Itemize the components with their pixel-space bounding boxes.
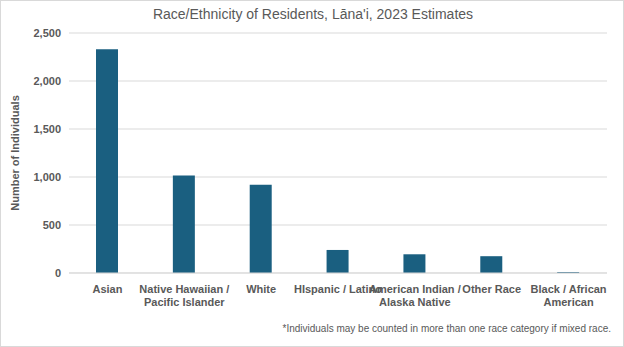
svg-text:0: 0 [55, 267, 61, 279]
svg-text:Asian: Asian [92, 283, 122, 295]
svg-text:500: 500 [43, 219, 61, 231]
svg-text:Native Hawaiian /Pacific Islan: Native Hawaiian /Pacific Islander [139, 283, 229, 308]
svg-text:American Indian /Alaska Native: American Indian /Alaska Native [369, 283, 461, 308]
svg-text:HIspanic / Latino: HIspanic / Latino [294, 283, 382, 295]
svg-text:2,500: 2,500 [33, 27, 61, 39]
html-text:Race/Ethnicity of Residents, L: Race/Ethnicity of Residents, Lāna'i, 202… [152, 6, 474, 22]
svg-text:1,500: 1,500 [33, 123, 61, 135]
svg-text:2,000: 2,000 [33, 75, 61, 87]
html-text:*Individuals may be counted in: *Individuals may be counted in more than… [282, 323, 611, 334]
svg-text:White: White [246, 283, 276, 295]
svg-text:Black / AfricanAmerican: Black / AfricanAmerican [531, 283, 607, 308]
svg-text:1,000: 1,000 [33, 171, 61, 183]
svg-text:Other Race: Other Race [462, 283, 521, 295]
svg-text:Number of Individuals: Number of Individuals [9, 95, 21, 211]
